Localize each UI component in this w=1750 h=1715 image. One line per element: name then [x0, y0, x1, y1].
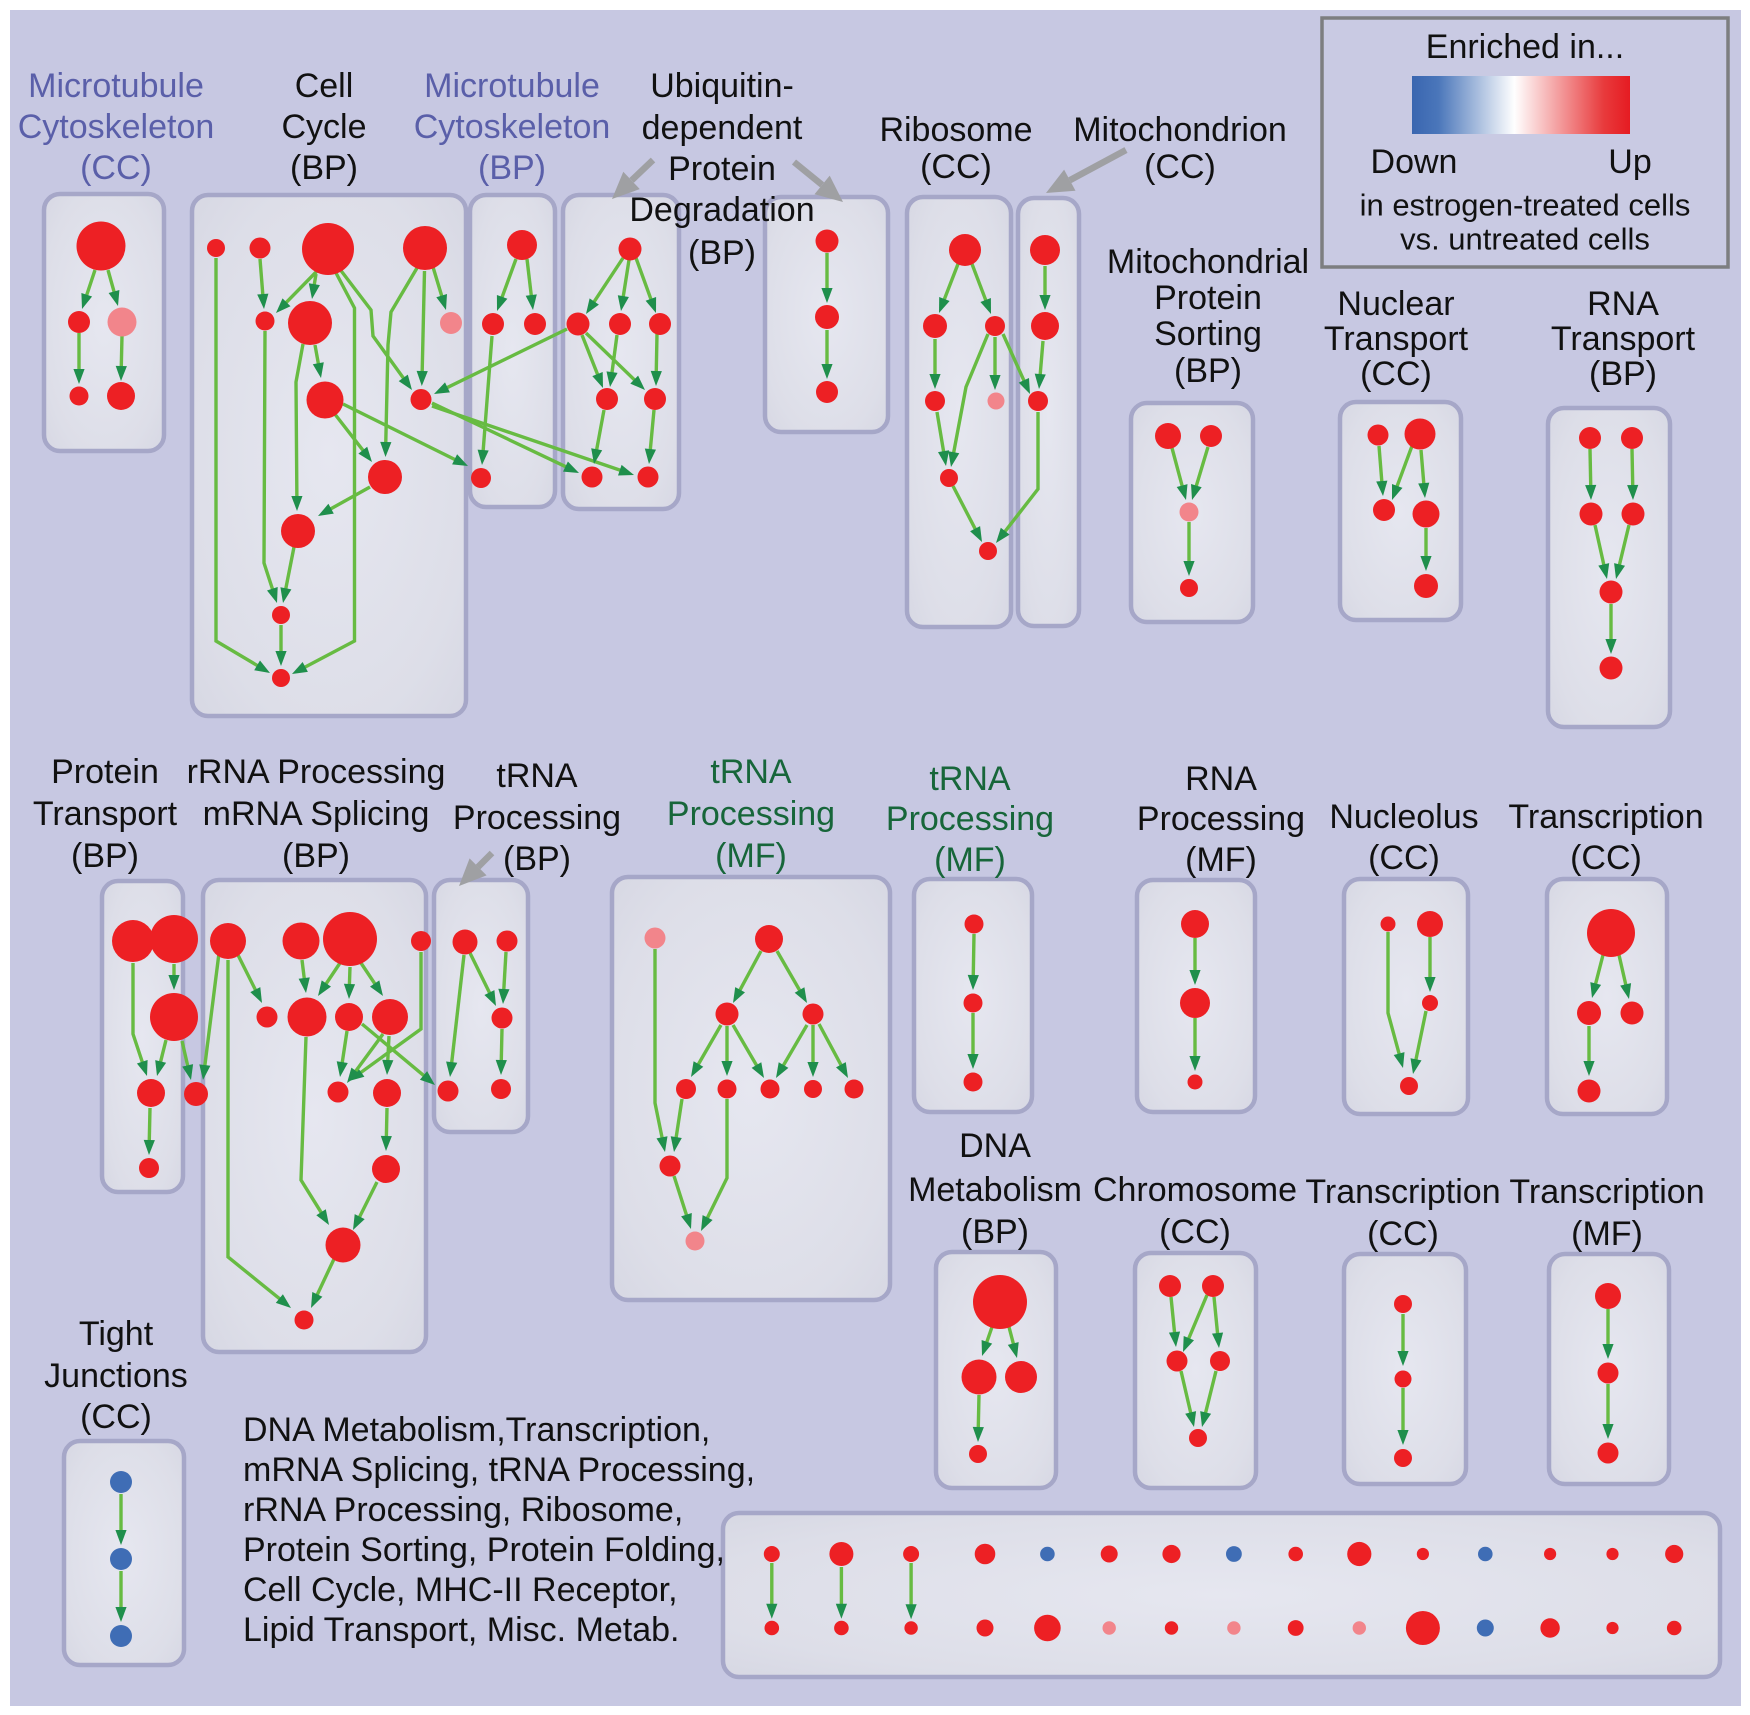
- svg-text:Nuclear: Nuclear: [1337, 285, 1454, 323]
- svg-text:DNA: DNA: [959, 1127, 1031, 1165]
- svg-text:rRNA Processing: rRNA Processing: [187, 753, 446, 791]
- svg-text:RNA: RNA: [1587, 285, 1659, 323]
- svg-text:Cytoskeleton: Cytoskeleton: [414, 108, 611, 146]
- svg-text:Mitochondrion: Mitochondrion: [1073, 111, 1287, 149]
- svg-text:Protein: Protein: [668, 150, 776, 188]
- svg-text:Processing: Processing: [1137, 800, 1305, 838]
- svg-text:Up: Up: [1608, 143, 1651, 181]
- svg-text:Junctions: Junctions: [44, 1357, 188, 1395]
- svg-text:rRNA Processing, Ribosome,: rRNA Processing, Ribosome,: [243, 1491, 683, 1529]
- svg-text:(BP): (BP): [282, 837, 350, 875]
- svg-text:(CC): (CC): [1159, 1213, 1231, 1251]
- svg-text:mRNA Splicing: mRNA Splicing: [203, 795, 430, 833]
- svg-text:tRNA: tRNA: [710, 753, 792, 791]
- svg-text:mRNA Splicing, tRNA Processing: mRNA Splicing, tRNA Processing,: [243, 1451, 755, 1489]
- svg-text:Mitochondrial: Mitochondrial: [1107, 243, 1309, 281]
- svg-text:(MF): (MF): [1571, 1215, 1643, 1253]
- svg-text:Protein: Protein: [1154, 279, 1262, 317]
- svg-text:Chromosome: Chromosome: [1093, 1171, 1297, 1209]
- svg-text:Transport: Transport: [33, 795, 178, 833]
- svg-text:Transport: Transport: [1551, 320, 1696, 358]
- svg-text:Lipid Transport, Misc. Metab.: Lipid Transport, Misc. Metab.: [243, 1611, 680, 1649]
- svg-text:Enriched in...: Enriched in...: [1426, 28, 1624, 66]
- svg-text:Down: Down: [1371, 143, 1458, 181]
- svg-text:Tight: Tight: [79, 1315, 154, 1353]
- svg-text:Processing: Processing: [667, 795, 835, 833]
- svg-text:Protein: Protein: [51, 753, 159, 791]
- svg-text:Degradation: Degradation: [629, 191, 814, 229]
- svg-text:dependent: dependent: [642, 109, 803, 147]
- svg-text:(BP): (BP): [688, 234, 756, 272]
- svg-text:(BP): (BP): [478, 149, 546, 187]
- svg-text:in estrogen-treated cells: in estrogen-treated cells: [1360, 188, 1691, 223]
- svg-text:Cell: Cell: [295, 67, 354, 105]
- svg-text:(MF): (MF): [715, 837, 787, 875]
- svg-text:Metabolism: Metabolism: [908, 1171, 1082, 1209]
- svg-text:(BP): (BP): [1589, 355, 1657, 393]
- svg-text:RNA: RNA: [1185, 760, 1257, 798]
- svg-text:Transport: Transport: [1324, 320, 1469, 358]
- svg-text:Cytoskeleton: Cytoskeleton: [18, 108, 215, 146]
- svg-text:Transcription: Transcription: [1509, 1173, 1704, 1211]
- svg-text:Processing: Processing: [886, 800, 1054, 838]
- svg-text:Microtubule: Microtubule: [28, 67, 204, 105]
- svg-text:(CC): (CC): [920, 148, 992, 186]
- svg-text:tRNA: tRNA: [496, 757, 578, 795]
- svg-text:(CC): (CC): [80, 1398, 152, 1436]
- svg-text:Ubiquitin-: Ubiquitin-: [650, 67, 794, 105]
- svg-text:Processing: Processing: [453, 799, 621, 837]
- svg-text:(CC): (CC): [1360, 355, 1432, 393]
- svg-text:(BP): (BP): [961, 1213, 1029, 1251]
- svg-text:Transcription: Transcription: [1305, 1173, 1500, 1211]
- svg-text:(CC): (CC): [1367, 1215, 1439, 1253]
- svg-text:(BP): (BP): [71, 837, 139, 875]
- svg-text:Nucleolus: Nucleolus: [1329, 798, 1478, 836]
- svg-text:Cycle: Cycle: [281, 108, 366, 146]
- svg-text:(CC): (CC): [1570, 839, 1642, 877]
- svg-text:(BP): (BP): [503, 840, 571, 878]
- svg-text:Protein Sorting, Protein Foldi: Protein Sorting, Protein Folding,: [243, 1531, 725, 1569]
- svg-text:Cell Cycle, MHC-II Receptor,: Cell Cycle, MHC-II Receptor,: [243, 1571, 678, 1609]
- svg-text:Transcription: Transcription: [1508, 798, 1703, 836]
- svg-text:Ribosome: Ribosome: [879, 111, 1032, 149]
- svg-text:tRNA: tRNA: [929, 760, 1011, 798]
- svg-text:(CC): (CC): [80, 149, 152, 187]
- svg-text:vs. untreated cells: vs. untreated cells: [1400, 222, 1650, 257]
- svg-text:DNA Metabolism,Transcription,: DNA Metabolism,Transcription,: [243, 1411, 710, 1449]
- svg-text:Sorting: Sorting: [1154, 315, 1262, 353]
- svg-text:(BP): (BP): [290, 149, 358, 187]
- svg-text:(BP): (BP): [1174, 352, 1242, 390]
- svg-text:(CC): (CC): [1368, 839, 1440, 877]
- svg-text:(MF): (MF): [1185, 841, 1257, 879]
- svg-text:(MF): (MF): [934, 841, 1006, 879]
- svg-text:(CC): (CC): [1144, 148, 1216, 186]
- svg-text:Microtubule: Microtubule: [424, 67, 600, 105]
